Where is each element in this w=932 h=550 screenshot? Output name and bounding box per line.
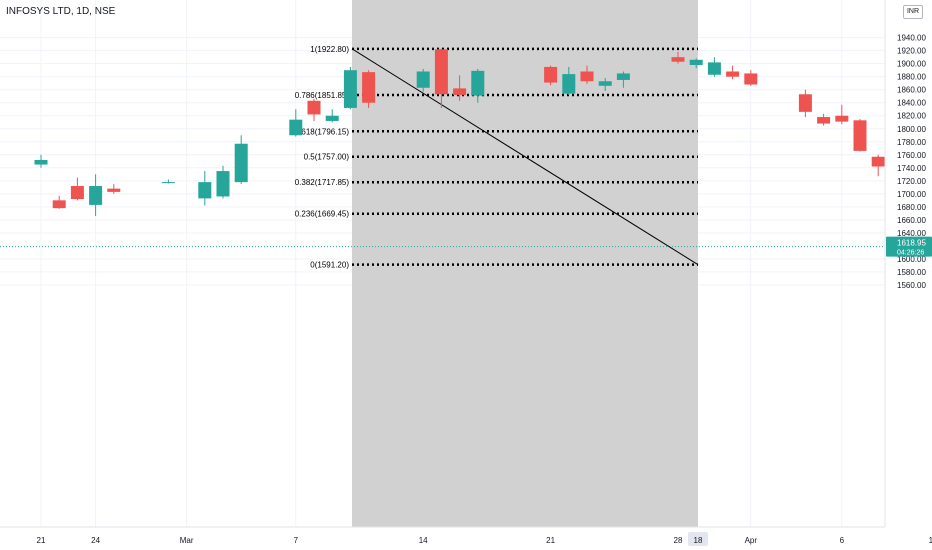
fib-trend-line <box>351 48 699 266</box>
candle-body <box>689 59 703 65</box>
price-tick-label: 1680.00 <box>897 203 926 212</box>
time-tick-label: 11 <box>929 536 932 545</box>
candle-body <box>198 182 212 199</box>
candle-body <box>34 159 48 165</box>
fib-level-label: 0(1591.20) <box>310 261 349 270</box>
candle-body <box>726 71 740 77</box>
price-tick-label: 1600.00 <box>897 255 926 264</box>
time-tick-label: 14 <box>419 536 428 545</box>
candle-body <box>453 88 467 95</box>
candle-body <box>216 171 230 197</box>
price-tick-label: 1800.00 <box>897 125 926 134</box>
price-tick-label: 1840.00 <box>897 99 926 108</box>
candle-body <box>70 186 84 200</box>
currency-selector[interactable]: INR <box>903 5 923 19</box>
fib-level-label: 0.5(1757.00) <box>304 153 350 162</box>
time-tick-label: 21 <box>37 536 46 545</box>
price-tick-label: 1920.00 <box>897 47 926 56</box>
time-tick-label: 7 <box>294 536 299 545</box>
candle-body <box>817 117 831 124</box>
candle-body <box>744 73 758 85</box>
price-tick-label: 1780.00 <box>897 138 926 147</box>
candle-body <box>853 120 867 151</box>
fib-level-label: 0.236(1669.45) <box>295 210 350 219</box>
candle-body <box>416 71 430 88</box>
price-tick-label: 1820.00 <box>897 112 926 121</box>
time-tick-label: Apr <box>745 536 758 545</box>
candle-body <box>161 182 175 184</box>
candle-body <box>562 74 576 94</box>
price-tick-label: 1940.00 <box>897 34 926 43</box>
price-tick-label: 1880.00 <box>897 73 926 82</box>
candle-body <box>616 73 630 80</box>
time-tick-label: 24 <box>91 536 100 545</box>
current-price-countdown: 04:26:26 <box>897 250 924 257</box>
candle-body <box>835 115 849 122</box>
price-tick-label: 1700.00 <box>897 190 926 199</box>
price-tick-label: 1760.00 <box>897 151 926 160</box>
candle-body <box>671 57 685 62</box>
candle-body <box>580 71 594 82</box>
time-tick-label: Mar <box>180 536 194 545</box>
price-tick-label: 1720.00 <box>897 177 926 186</box>
candle-body <box>798 94 812 112</box>
time-axis-highlight-label: 18 <box>694 536 703 545</box>
price-tick-label: 1900.00 <box>897 60 926 69</box>
candle-body <box>707 62 721 75</box>
fib-level-label: 0.382(1717.85) <box>295 178 350 187</box>
candle-body <box>107 188 121 192</box>
price-tick-label: 1740.00 <box>897 164 926 173</box>
time-tick-label: 28 <box>674 536 683 545</box>
candle-body <box>471 70 485 96</box>
price-tick-label: 1580.00 <box>897 268 926 277</box>
candle-body <box>362 72 376 103</box>
chart-title: INFOSYS LTD, 1D, NSE <box>6 6 116 17</box>
fib-level-label: 1(1922.80) <box>310 45 349 54</box>
price-axis-bg <box>885 0 932 550</box>
current-price-label-bg <box>886 236 932 257</box>
candle-body <box>52 200 66 209</box>
price-tick-label: 1560.00 <box>897 281 926 290</box>
price-tick-label: 1660.00 <box>897 216 926 225</box>
candle-body <box>434 49 448 95</box>
time-tick-label: 21 <box>546 536 555 545</box>
date-range-shade <box>352 0 698 527</box>
price-tick-label: 1640.00 <box>897 229 926 238</box>
candle-body <box>89 186 103 205</box>
fib-level-label: 0.786(1851.85) <box>295 91 350 100</box>
current-price-value: 1618.95 <box>897 239 926 248</box>
candle-body <box>544 66 558 83</box>
price-tick-label: 1860.00 <box>897 86 926 95</box>
candle-body <box>289 119 303 136</box>
candle-body <box>343 70 357 108</box>
candle-body <box>871 156 885 167</box>
time-tick-label: 6 <box>840 536 845 545</box>
candle-body <box>325 115 339 121</box>
fib-level-label: 0.618(1796.15) <box>295 127 350 136</box>
candle-body <box>598 81 612 86</box>
time-axis-highlight <box>688 532 708 546</box>
candle-body <box>234 143 248 183</box>
candle-body <box>307 100 321 115</box>
